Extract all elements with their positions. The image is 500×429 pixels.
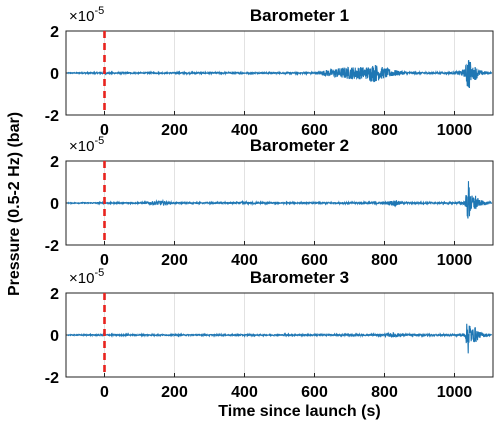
panel-3-xtick-label: 400 (231, 384, 258, 401)
panel-1-ytick-label: 2 (50, 24, 59, 41)
panel-3-ytick-label: -2 (45, 370, 59, 387)
panel-2-xtick-label: 0 (100, 252, 109, 269)
panel-1-xtick-label: 800 (371, 122, 398, 139)
panel-3-xtick-label: 0 (100, 384, 109, 401)
y-axis-label: Pressure (0.5-2 Hz) (bar) (6, 112, 23, 296)
panel-3-signal-series (67, 323, 492, 354)
panel-3-title: Barometer 3 (250, 268, 349, 287)
panel-1-xtick-label: 1000 (437, 122, 473, 139)
panel-2-ytick-label: -2 (45, 238, 59, 255)
panel-2-xtick-label: 400 (231, 252, 258, 269)
panel-2-xtick-label: 200 (161, 252, 188, 269)
panel-1-y-multiplier-exponent: -5 (94, 5, 104, 17)
panel-3-xtick-label: 800 (371, 384, 398, 401)
panel-1-xtick-label: 600 (301, 122, 328, 139)
panel-3-xtick-label: 200 (161, 384, 188, 401)
panel-2-title: Barometer 2 (250, 136, 349, 155)
panel-1-ytick-label: -2 (45, 108, 59, 125)
panel-3-xtick-label: 600 (301, 384, 328, 401)
panel-3-xtick-label: 1000 (437, 384, 473, 401)
panel-2-ytick-label: 0 (50, 196, 59, 213)
panel-1-signal-series (66, 59, 492, 88)
panel-3-y-multiplier-exponent: -5 (94, 267, 104, 279)
panel-1-title: Barometer 1 (250, 6, 349, 25)
panel-1-xtick-label: 0 (100, 122, 109, 139)
panel-3-y-multiplier: ×10-5 (69, 267, 104, 287)
panel-1-xtick-label: 400 (231, 122, 258, 139)
panel-1-y-multiplier: ×10-5 (69, 5, 104, 25)
x-axis-label: Time since launch (s) (218, 403, 380, 420)
panel-2-y-multiplier-exponent: -5 (94, 135, 104, 147)
panel-2-xtick-label: 1000 (437, 252, 473, 269)
panel-3-ytick-label: 0 (50, 328, 59, 345)
panel-3-ytick-label: 2 (50, 286, 59, 303)
panel-1-xtick-label: 200 (161, 122, 188, 139)
panel-2-y-multiplier: ×10-5 (69, 135, 104, 155)
panel-2-ytick-label: 2 (50, 154, 59, 171)
panel-2-xtick-label: 800 (371, 252, 398, 269)
panel-2-signal-series (67, 181, 493, 219)
panel-2-xtick-label: 600 (301, 252, 328, 269)
panel-1-ytick-label: 0 (50, 66, 59, 83)
